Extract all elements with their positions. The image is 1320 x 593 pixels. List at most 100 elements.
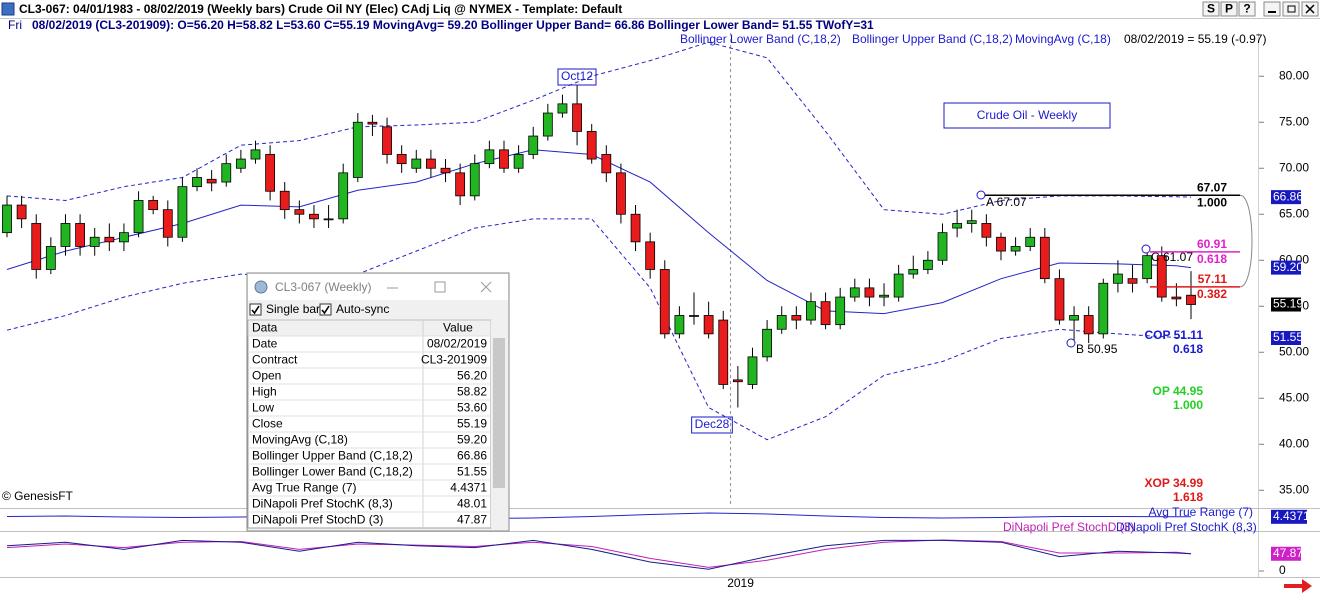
candle-body — [966, 220, 977, 224]
candle-body — [469, 163, 480, 197]
minimize-button[interactable] — [1263, 1, 1281, 17]
scroll-arrow[interactable] — [1284, 579, 1312, 593]
swing-label: C 61.07 — [1151, 250, 1193, 264]
window-button[interactable] — [1238, 1, 1256, 17]
atr-label: Avg True Range (7) — [1148, 505, 1253, 519]
candle-body — [294, 209, 305, 215]
candle-body — [16, 204, 27, 220]
window-title: CL3-067: 04/01/1983 - 08/02/2019 (Weekly… — [19, 2, 622, 16]
atr-tag — [1271, 509, 1307, 524]
dialog-close[interactable] — [480, 281, 492, 293]
annotation-box — [691, 416, 733, 434]
candle-body — [250, 149, 261, 160]
candle-body — [1025, 236, 1036, 247]
window-button-label: P — [1225, 2, 1233, 16]
fib-price: 67.07 — [1197, 180, 1227, 194]
candle-body — [133, 200, 144, 234]
candle-body — [937, 232, 948, 261]
restore-icon — [1287, 5, 1296, 13]
candle-body — [542, 112, 553, 137]
atr-line — [6, 512, 1191, 520]
table-cell: 53.60 — [457, 401, 487, 415]
table-cell: Date — [252, 337, 278, 351]
candle-body — [2, 204, 12, 234]
candle-body — [557, 103, 568, 114]
candle-body — [367, 121, 378, 125]
table-cell: 4.4371 — [450, 481, 487, 495]
candle-body — [820, 301, 831, 326]
candle-body — [45, 246, 56, 270]
candle-body — [235, 158, 246, 169]
window-button[interactable] — [1220, 1, 1238, 17]
table-cell: 51.55 — [457, 465, 487, 479]
checkbox-label: Auto-sync — [336, 302, 389, 316]
price-tag-label: 55.19 — [1273, 297, 1303, 311]
checkbox[interactable] — [249, 303, 262, 316]
candle-body — [996, 236, 1006, 252]
table-cell: Bollinger Upper Band (C,18,2) — [252, 449, 413, 463]
annotation-box — [557, 68, 597, 86]
window-button[interactable] — [1202, 1, 1220, 17]
table-cell: DiNapoli Pref StochD (3) — [252, 513, 383, 527]
window-button-label: ? — [1243, 2, 1250, 16]
candle-body — [1142, 255, 1153, 280]
y-tick-label: 75.00 — [1279, 114, 1309, 128]
table-cell: Open — [252, 369, 281, 383]
status-value: 08/02/2019 = 55.19 (-0.97) — [1124, 32, 1266, 46]
candle-body — [922, 259, 933, 270]
candle-body — [192, 177, 202, 188]
scrollbar-thumb[interactable] — [493, 338, 505, 488]
fib-bracket — [1239, 194, 1253, 288]
swing-point — [1141, 244, 1151, 254]
candle-body — [645, 241, 656, 270]
projection-label: OP 44.95 — [1153, 384, 1204, 398]
table-cell: 56.20 — [457, 369, 487, 383]
y-tick-label: 80.00 — [1279, 68, 1309, 82]
stoch-line — [6, 539, 1192, 570]
legend-entry: Bollinger Upper Band (C,18,2) — [852, 32, 1013, 46]
fib-ratio: 0.382 — [1197, 287, 1227, 301]
candle-body — [75, 223, 85, 247]
candle-body — [513, 154, 524, 169]
candle-body — [352, 121, 363, 178]
table-cell: 58.82 — [457, 385, 487, 399]
candle-body — [630, 213, 641, 243]
swing-point — [976, 190, 986, 200]
dialog-maximize[interactable] — [434, 281, 446, 293]
info-line: 08/02/2019 (CL3-201909): O=56.20 H=58.82… — [32, 18, 874, 32]
candle-body — [586, 131, 597, 160]
restore-button[interactable] — [1282, 1, 1300, 17]
candle-body — [323, 218, 334, 221]
candle-body — [382, 126, 392, 155]
candle-body — [806, 301, 816, 321]
checkbox[interactable] — [319, 303, 332, 316]
table-cell: Low — [252, 401, 274, 415]
candle-body — [879, 294, 889, 298]
candle-body — [703, 315, 714, 335]
candle-body — [835, 296, 846, 326]
candle-body — [1186, 294, 1196, 305]
copyright: © GenesisFT — [2, 489, 74, 503]
candle-body — [162, 209, 173, 238]
stoch-tag — [1271, 546, 1301, 561]
candle-body — [1083, 315, 1094, 335]
projection-label: COP 51.11 — [1145, 328, 1204, 342]
data-window: CL3-067 (Weekly) Single bar Auto-sync Data V… — [246, 272, 510, 532]
candle-body — [177, 186, 188, 238]
table-cell: 55.19 — [457, 417, 487, 431]
checkbox-label: Single bar — [266, 302, 320, 316]
candle-body — [338, 172, 349, 220]
table-cell: 66.86 — [457, 449, 487, 463]
fib-price: 57.11 — [1198, 272, 1228, 286]
candle-body — [601, 154, 612, 174]
y-tick-label: 40.00 — [1279, 436, 1309, 450]
candle-body — [499, 149, 509, 169]
candle-body — [981, 223, 992, 238]
price-tag — [1271, 260, 1301, 275]
candle-body — [206, 178, 217, 184]
candle-body — [1127, 278, 1138, 284]
fib-price: 60.91 — [1197, 237, 1227, 251]
projection-ratio: 1.000 — [1173, 398, 1203, 412]
close-icon — [1305, 4, 1315, 14]
candle-body — [221, 163, 232, 183]
